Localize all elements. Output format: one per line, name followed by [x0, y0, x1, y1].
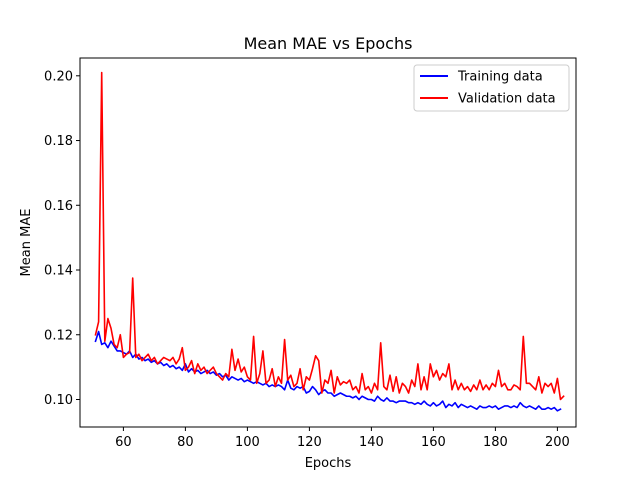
plot-frame	[79, 57, 577, 428]
series-line-training	[94, 330, 562, 412]
plot-area	[79, 57, 577, 428]
series-line-validation	[94, 71, 565, 401]
legend-training-label: Training data	[457, 70, 543, 85]
plot-background	[80, 58, 576, 427]
y-tick-label: 0.20	[44, 69, 73, 84]
y-tick-label: 0.10	[44, 393, 73, 408]
x-tick-label: 120	[297, 435, 322, 450]
x-tick-label: 100	[235, 435, 260, 450]
y-tick-label: 0.16	[44, 199, 73, 214]
y-tick-label: 0.14	[44, 264, 73, 279]
x-tick-label: 180	[483, 435, 508, 450]
x-tick-label: 140	[359, 435, 384, 450]
x-tick-label: 80	[177, 435, 194, 450]
x-axis-label: Epochs	[305, 456, 352, 471]
legend-box	[413, 64, 570, 112]
x-tick-label: 160	[421, 435, 446, 450]
y-axis-label: Mean MAE	[19, 209, 34, 277]
series-layer	[94, 71, 565, 412]
y-axis: 0.10 0.12 0.14 0.16 0.18 0.20	[44, 69, 80, 408]
y-tick-label: 0.12	[44, 328, 73, 343]
legend-validation-label: Validation data	[458, 92, 556, 107]
x-tick-label: 60	[115, 435, 132, 450]
y-tick-label: 0.18	[44, 134, 73, 149]
legend: Training data Validation data	[413, 64, 570, 112]
x-axis: 60 80 100 120 140 160 180 200	[115, 427, 570, 450]
chart-title: Mean MAE vs Epochs	[244, 34, 413, 53]
x-tick-label: 200	[545, 435, 570, 450]
